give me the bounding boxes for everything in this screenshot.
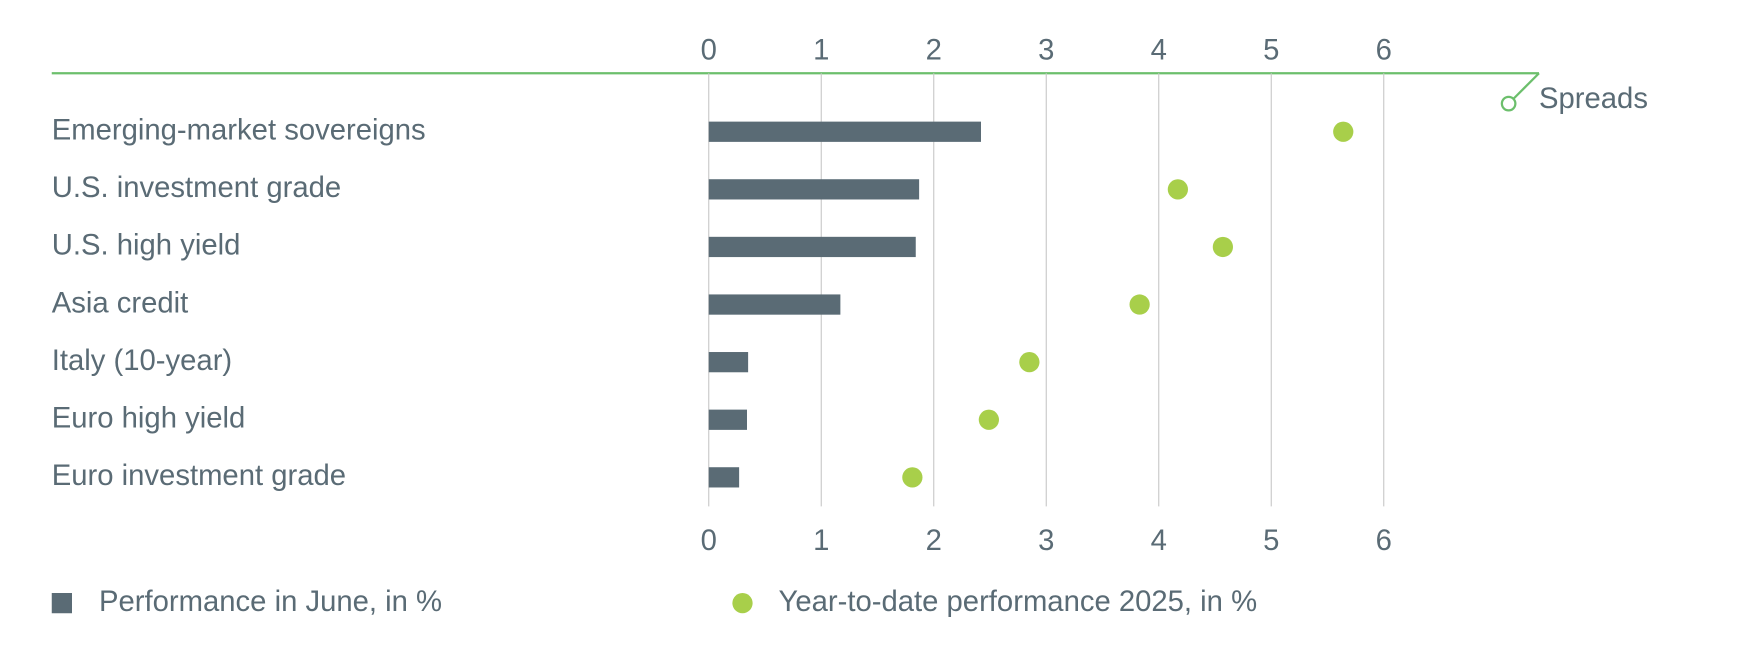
- legend-label: Year-to-date performance 2025, in %: [779, 586, 1258, 618]
- dot: [1129, 294, 1150, 315]
- bar: [708, 352, 749, 373]
- x-tick-label: 1: [813, 525, 829, 557]
- x-tick-label: 3: [1038, 525, 1054, 557]
- bar: [708, 409, 747, 430]
- legend-swatch: [51, 593, 72, 614]
- category-label: Emerging-market sovereigns: [52, 114, 426, 146]
- category-label: U.S. investment grade: [52, 172, 341, 204]
- category-label: Euro high yield: [52, 402, 246, 434]
- legend-label: Performance in June, in %: [99, 586, 442, 618]
- annotation-marker: [1500, 95, 1517, 112]
- dot: [1167, 179, 1188, 200]
- x-tick-label: 4: [1151, 35, 1167, 67]
- dot: [902, 467, 923, 488]
- x-tick-label: 2: [926, 525, 942, 557]
- header-line: [1512, 72, 1540, 100]
- x-tick-label: 6: [1376, 35, 1392, 67]
- dot: [978, 409, 999, 430]
- category-label: U.S. high yield: [52, 230, 241, 262]
- dot: [1333, 121, 1354, 142]
- category-label: Asia credit: [52, 287, 189, 319]
- bar: [708, 121, 981, 142]
- x-tick-label: 1: [813, 35, 829, 67]
- bar: [708, 294, 841, 315]
- x-tick-label: 0: [701, 35, 717, 67]
- x-tick-label: 4: [1151, 525, 1167, 557]
- x-tick-label: 0: [701, 525, 717, 557]
- legend-swatch: [732, 593, 753, 614]
- bar: [708, 236, 916, 258]
- bar: [708, 179, 920, 200]
- x-tick-label: 5: [1263, 35, 1279, 67]
- x-tick-label: 6: [1376, 525, 1392, 557]
- bar: [708, 467, 740, 488]
- category-label: Euro investment grade: [52, 460, 346, 492]
- x-tick-label: 5: [1263, 525, 1279, 557]
- dot: [1212, 236, 1233, 258]
- annotation: Spreads: [1539, 83, 1648, 115]
- dot: [1019, 352, 1040, 373]
- x-tick-label: 2: [926, 35, 942, 67]
- x-tick-label: 3: [1038, 35, 1054, 67]
- category-label: Italy (10-year): [52, 345, 232, 377]
